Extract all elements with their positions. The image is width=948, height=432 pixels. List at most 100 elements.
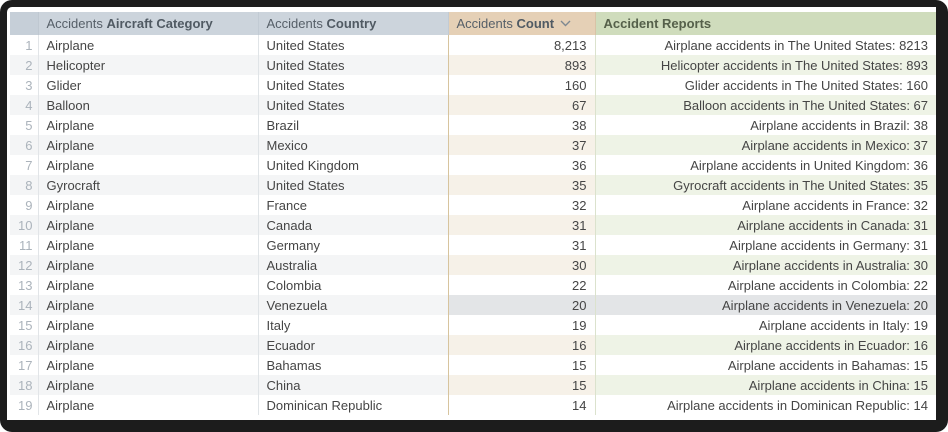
row-number-cell[interactable]: 4 xyxy=(10,95,39,115)
row-number-cell[interactable]: 9 xyxy=(10,195,39,215)
row-number-cell[interactable]: 5 xyxy=(10,115,39,135)
cell-accident-report[interactable]: Airplane accidents in China: 15 xyxy=(594,375,936,395)
column-header-country[interactable]: Accidents Country xyxy=(258,12,449,35)
cell-country[interactable]: Bahamas xyxy=(257,355,448,375)
cell-accident-report[interactable]: Airplane accidents in Australia: 30 xyxy=(594,255,936,275)
cell-accident-report[interactable]: Airplane accidents in The United States:… xyxy=(594,35,936,55)
row-number-cell[interactable]: 6 xyxy=(10,135,39,155)
row-number-cell[interactable]: 14 xyxy=(10,295,39,315)
cell-country[interactable]: Canada xyxy=(257,215,448,235)
cell-accident-report[interactable]: Airplane accidents in Germany: 31 xyxy=(594,235,936,255)
cell-aircraft-category[interactable]: Airplane xyxy=(38,375,258,395)
cell-aircraft-category[interactable]: Airplane xyxy=(38,255,258,275)
cell-country[interactable]: Dominican Republic xyxy=(257,395,448,415)
cell-country[interactable]: United States xyxy=(257,75,448,95)
cell-accident-report[interactable]: Airplane accidents in Venezuela: 20 xyxy=(594,295,936,315)
column-header-accident-reports[interactable]: Accident Reports xyxy=(595,12,936,35)
cell-country[interactable]: France xyxy=(257,195,448,215)
cell-country[interactable]: United Kingdom xyxy=(257,155,448,175)
cell-accident-report[interactable]: Airplane accidents in Dominican Republic… xyxy=(594,395,936,415)
cell-aircraft-category[interactable]: Airplane xyxy=(38,115,258,135)
cell-count[interactable]: 35 xyxy=(447,175,595,195)
row-number-cell[interactable]: 19 xyxy=(10,395,39,415)
cell-country[interactable]: United States xyxy=(257,35,448,55)
cell-accident-report[interactable]: Airplane accidents in Bahamas: 15 xyxy=(594,355,936,375)
cell-count[interactable]: 32 xyxy=(447,195,595,215)
cell-aircraft-category[interactable]: Airplane xyxy=(38,235,258,255)
cell-aircraft-category[interactable]: Airplane xyxy=(38,195,258,215)
cell-aircraft-category[interactable]: Gyrocraft xyxy=(38,175,258,195)
cell-aircraft-category[interactable]: Glider xyxy=(38,75,258,95)
cell-accident-report[interactable]: Gyrocraft accidents in The United States… xyxy=(594,175,936,195)
table-row[interactable]: 2 Helicopter United States 893 Helicopter ac… xyxy=(10,55,936,75)
cell-country[interactable]: Mexico xyxy=(257,135,448,155)
cell-count[interactable]: 15 xyxy=(447,355,595,375)
table-row[interactable]: 5 Airplane Brazil 38 Airplane accidents in B… xyxy=(10,115,936,135)
cell-accident-report[interactable]: Airplane accidents in Colombia: 22 xyxy=(594,275,936,295)
table-row[interactable]: 8 Gyrocraft United States 35 Gyrocraft accid… xyxy=(10,175,936,195)
cell-accident-report[interactable]: Airplane accidents in Ecuador: 16 xyxy=(594,335,936,355)
table-row[interactable]: 14 Airplane Venezuela 20 Airplane accidents … xyxy=(10,295,936,315)
cell-aircraft-category[interactable]: Airplane xyxy=(38,315,258,335)
cell-accident-report[interactable]: Helicopter accidents in The United State… xyxy=(594,55,936,75)
table-row[interactable]: 13 Airplane Colombia 22 Airplane accidents i… xyxy=(10,275,936,295)
cell-country[interactable]: Brazil xyxy=(257,115,448,135)
table-row[interactable]: 10 Airplane Canada 31 Airplane accidents in … xyxy=(10,215,936,235)
row-number-cell[interactable]: 16 xyxy=(10,335,39,355)
table-row[interactable]: 12 Airplane Australia 30 Airplane accidents … xyxy=(10,255,936,275)
cell-country[interactable]: United States xyxy=(257,55,448,75)
cell-accident-report[interactable]: Airplane accidents in Canada: 31 xyxy=(594,215,936,235)
cell-count[interactable]: 36 xyxy=(447,155,595,175)
cell-aircraft-category[interactable]: Airplane xyxy=(38,215,258,235)
cell-count[interactable]: 31 xyxy=(447,235,595,255)
cell-count[interactable]: 20 xyxy=(447,295,595,315)
cell-aircraft-category[interactable]: Airplane xyxy=(38,335,258,355)
cell-country[interactable]: Australia xyxy=(257,255,448,275)
row-number-cell[interactable]: 11 xyxy=(10,235,39,255)
table-row[interactable]: 19 Airplane Dominican Republic 14 Airplane a… xyxy=(10,395,936,415)
row-number-cell[interactable]: 13 xyxy=(10,275,39,295)
row-number-cell[interactable]: 17 xyxy=(10,355,39,375)
row-number-cell[interactable]: 7 xyxy=(10,155,39,175)
cell-accident-report[interactable]: Airplane accidents in Brazil: 38 xyxy=(594,115,936,135)
row-number-cell[interactable]: 1 xyxy=(10,35,39,55)
cell-country[interactable]: Ecuador xyxy=(257,335,448,355)
cell-count[interactable]: 67 xyxy=(447,95,595,115)
row-number-cell[interactable]: 12 xyxy=(10,255,39,275)
cell-country[interactable]: Venezuela xyxy=(257,295,448,315)
cell-aircraft-category[interactable]: Airplane xyxy=(38,275,258,295)
cell-accident-report[interactable]: Airplane accidents in Mexico: 37 xyxy=(594,135,936,155)
cell-count[interactable]: 37 xyxy=(447,135,595,155)
cell-accident-report[interactable]: Airplane accidents in France: 32 xyxy=(594,195,936,215)
table-row[interactable]: 7 Airplane United Kingdom 36 Airplane accide… xyxy=(10,155,936,175)
table-row[interactable]: 17 Airplane Bahamas 15 Airplane accidents in… xyxy=(10,355,936,375)
cell-accident-report[interactable]: Balloon accidents in The United States: … xyxy=(594,95,936,115)
cell-count[interactable]: 16 xyxy=(447,335,595,355)
table-row[interactable]: 1 Airplane United States 8,213 Airplane acci… xyxy=(10,35,936,55)
row-number-cell[interactable]: 3 xyxy=(10,75,39,95)
cell-count[interactable]: 15 xyxy=(447,375,595,395)
row-number-cell[interactable]: 18 xyxy=(10,375,39,395)
cell-aircraft-category[interactable]: Airplane xyxy=(38,135,258,155)
cell-aircraft-category[interactable]: Airplane xyxy=(38,35,258,55)
cell-aircraft-category[interactable]: Airplane xyxy=(38,355,258,375)
table-row[interactable]: 3 Glider United States 160 Glider accidents … xyxy=(10,75,936,95)
cell-count[interactable]: 160 xyxy=(447,75,595,95)
cell-count[interactable]: 14 xyxy=(447,395,595,415)
cell-count[interactable]: 31 xyxy=(447,215,595,235)
row-number-cell[interactable]: 15 xyxy=(10,315,39,335)
cell-count[interactable]: 19 xyxy=(447,315,595,335)
table-row[interactable]: 4 Balloon United States 67 Balloon accidents… xyxy=(10,95,936,115)
table-row[interactable]: 6 Airplane Mexico 37 Airplane accidents in M… xyxy=(10,135,936,155)
cell-count[interactable]: 30 xyxy=(447,255,595,275)
column-header-count[interactable]: Accidents Count xyxy=(448,12,596,35)
cell-country[interactable]: Italy xyxy=(257,315,448,335)
cell-country[interactable]: China xyxy=(257,375,448,395)
table-row[interactable]: 11 Airplane Germany 31 Airplane accidents in… xyxy=(10,235,936,255)
cell-count[interactable]: 38 xyxy=(447,115,595,135)
row-number-cell[interactable]: 2 xyxy=(10,55,39,75)
cell-aircraft-category[interactable]: Balloon xyxy=(38,95,258,115)
cell-accident-report[interactable]: Glider accidents in The United States: 1… xyxy=(594,75,936,95)
column-header-aircraft-category[interactable]: Accidents Aircraft Category xyxy=(38,12,259,35)
cell-accident-report[interactable]: Airplane accidents in United Kingdom: 36 xyxy=(594,155,936,175)
